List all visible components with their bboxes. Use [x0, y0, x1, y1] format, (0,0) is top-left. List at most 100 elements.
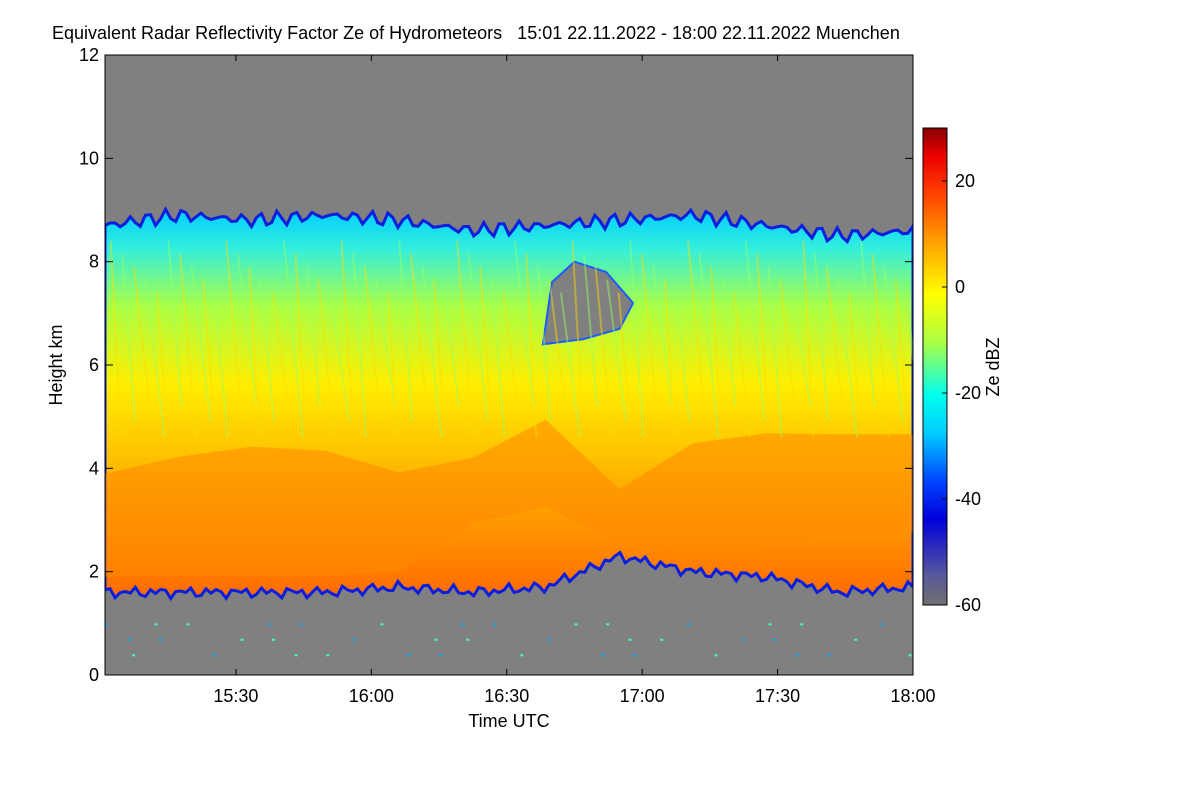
fall-streak	[513, 240, 535, 407]
y-tick-label: 4	[89, 458, 99, 478]
ground-clutter-pixel	[908, 654, 912, 657]
fall-streak	[444, 292, 460, 407]
colorbar	[922, 127, 948, 606]
colorbar-tick-label: -20	[955, 383, 981, 403]
fall-streak	[190, 266, 212, 422]
fall-streak	[790, 292, 812, 407]
ground-clutter-pixel	[795, 654, 799, 657]
colorbar-label: Ze dBZ	[983, 337, 1003, 396]
x-axis-label: Time UTC	[468, 711, 549, 731]
fall-streak	[744, 240, 766, 422]
y-axis: 0 2 4 6 8 10 12	[79, 45, 913, 685]
fall-streak	[767, 266, 783, 438]
fall-streak	[155, 292, 168, 422]
ground-clutter-pixel	[326, 654, 330, 657]
fall-streak	[733, 292, 752, 438]
fall-streak	[386, 292, 399, 438]
y-tick-label: 0	[89, 665, 99, 685]
y-tick-label: 8	[89, 252, 99, 272]
fall-streak	[571, 240, 584, 422]
ground-clutter-pixel	[881, 623, 885, 626]
fall-streak	[894, 279, 907, 407]
reflectivity-core	[105, 419, 913, 577]
ground-clutter-pixel	[380, 623, 384, 626]
ground-clutter-pixel	[407, 654, 411, 657]
fall-streak	[663, 279, 676, 438]
clear-air-gap	[541, 260, 635, 346]
fall-streak	[686, 240, 705, 407]
ground-clutter-pixel	[127, 638, 131, 641]
y-tick-label: 12	[79, 45, 99, 65]
ground-clutter-pixel	[294, 654, 298, 657]
chart-title: Equivalent Radar Reflectivity Factor Ze …	[52, 23, 900, 43]
fall-streak	[617, 292, 630, 407]
fall-streak	[340, 240, 353, 407]
ground-clutter-pixel	[827, 654, 831, 657]
fall-streak	[906, 292, 913, 369]
fall-streak	[848, 292, 861, 422]
fall-streak	[502, 292, 521, 422]
fall-streak	[329, 292, 351, 422]
fall-streak	[456, 240, 475, 438]
x-tick-label: 18:00	[890, 686, 935, 706]
colorbar-tick-label: 20	[955, 171, 975, 191]
fall-streak	[398, 240, 414, 422]
fall-streak	[779, 279, 798, 422]
fall-streak	[594, 266, 613, 438]
fall-streak	[132, 266, 151, 407]
fall-streak	[710, 266, 722, 422]
ground-clutter-pixel	[687, 623, 691, 626]
fall-streak	[432, 279, 445, 422]
x-tick-label: 17:30	[755, 686, 800, 706]
fall-streak	[109, 240, 122, 438]
ground-clutter-pixel	[520, 654, 524, 657]
fall-streak	[259, 279, 275, 422]
fall-streak	[236, 253, 258, 407]
y-tick-label: 2	[89, 562, 99, 582]
ground-clutter-pixel	[213, 654, 217, 657]
fall-streak	[294, 253, 307, 422]
ground-clutter-pixel	[741, 638, 745, 641]
x-tick-label: 16:30	[484, 686, 529, 706]
fall-streak	[629, 240, 645, 438]
fall-streak	[675, 292, 691, 422]
fall-streak	[583, 253, 599, 407]
fall-streak	[836, 279, 858, 438]
x-tick-label: 17:00	[620, 686, 665, 706]
ground-clutter-pixel	[240, 638, 244, 641]
fall-streak	[871, 253, 890, 438]
ground-clutter-pixel	[272, 638, 275, 641]
x-tick-label: 16:00	[349, 686, 394, 706]
fall-streak	[271, 292, 290, 407]
fall-streak	[698, 253, 720, 438]
y-tick-label: 10	[79, 148, 99, 168]
fall-streak	[248, 266, 261, 438]
fall-streak	[652, 266, 674, 407]
fall-streak	[317, 279, 336, 438]
fall-streak	[640, 253, 659, 422]
y-tick-label: 6	[89, 355, 99, 375]
colorbar-ticks: 20 0 -20 -40 -60	[942, 171, 981, 615]
ground-clutter-pixel	[628, 638, 632, 641]
ground-clutter-pixel	[159, 638, 163, 641]
fall-streak	[213, 292, 229, 438]
ground-clutter-pixel	[439, 654, 442, 657]
fall-streak	[167, 240, 183, 407]
fall-streak	[121, 253, 137, 422]
ground-clutter-pixel	[768, 623, 772, 626]
fall-streak	[606, 279, 628, 422]
fall-streak	[409, 253, 428, 407]
fall-streak	[536, 266, 552, 422]
ground-clutter-pixel	[493, 623, 497, 626]
fall-streak	[721, 279, 737, 407]
fall-streak	[559, 292, 581, 438]
fall-streak	[756, 253, 769, 407]
y-axis-label: Height km	[46, 324, 66, 405]
fall-streak	[860, 240, 876, 407]
fall-streak	[306, 266, 321, 407]
ground-clutter-pixel	[105, 623, 108, 626]
fall-streak	[179, 253, 198, 438]
ground-clutter-pixel	[601, 654, 605, 657]
ground-clutter-pixel	[299, 623, 303, 626]
